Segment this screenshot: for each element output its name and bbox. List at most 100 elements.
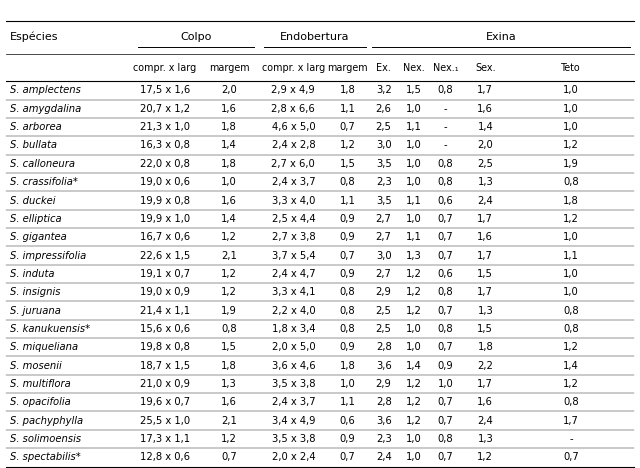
Text: 2,0: 2,0 xyxy=(221,86,237,95)
Text: S. impressifolia: S. impressifolia xyxy=(10,250,86,261)
Text: S. insignis: S. insignis xyxy=(10,287,60,297)
Text: 0,8: 0,8 xyxy=(563,397,579,407)
Text: 17,3 x 1,1: 17,3 x 1,1 xyxy=(140,434,190,444)
Text: 1,2: 1,2 xyxy=(563,140,579,151)
Text: 1,0: 1,0 xyxy=(563,104,579,114)
Text: 1,7: 1,7 xyxy=(477,379,493,389)
Text: 2,9: 2,9 xyxy=(376,379,392,389)
Text: 0,6: 0,6 xyxy=(438,269,453,279)
Text: 0,9: 0,9 xyxy=(340,434,355,444)
Text: 0,6: 0,6 xyxy=(438,196,453,205)
Text: 0,9: 0,9 xyxy=(340,269,355,279)
Text: S. multiflora: S. multiflora xyxy=(10,379,70,389)
Text: 1,8 x 3,4: 1,8 x 3,4 xyxy=(271,324,315,334)
Text: -: - xyxy=(444,104,447,114)
Text: 2,7: 2,7 xyxy=(376,232,392,242)
Text: 1,8: 1,8 xyxy=(563,196,579,205)
Text: 1,1: 1,1 xyxy=(406,122,421,132)
Text: 19,9 x 0,8: 19,9 x 0,8 xyxy=(140,196,190,205)
Text: 3,4 x 4,9: 3,4 x 4,9 xyxy=(271,416,315,426)
Text: 1,0: 1,0 xyxy=(563,122,579,132)
Text: 3,0: 3,0 xyxy=(376,140,392,151)
Text: S. duckei: S. duckei xyxy=(10,196,55,205)
Text: 1,0: 1,0 xyxy=(406,324,421,334)
Text: 1,5: 1,5 xyxy=(477,324,493,334)
Text: S. amplectens: S. amplectens xyxy=(10,86,81,95)
Text: S. crassifolia*: S. crassifolia* xyxy=(10,177,77,187)
Text: 3,5 x 3,8: 3,5 x 3,8 xyxy=(271,434,315,444)
Text: Sex.: Sex. xyxy=(475,63,495,73)
Text: 1,8: 1,8 xyxy=(221,122,237,132)
Text: 0,7: 0,7 xyxy=(438,214,453,224)
Text: 3,5: 3,5 xyxy=(376,196,392,205)
Text: 2,5: 2,5 xyxy=(477,159,493,169)
Text: 1,1: 1,1 xyxy=(340,397,356,407)
Text: 0,8: 0,8 xyxy=(563,177,579,187)
Text: 1,1: 1,1 xyxy=(563,250,579,261)
Text: 0,7: 0,7 xyxy=(221,453,237,462)
Text: 19,8 x 0,8: 19,8 x 0,8 xyxy=(140,342,189,352)
Text: 1,6: 1,6 xyxy=(221,397,237,407)
Text: 1,6: 1,6 xyxy=(221,104,237,114)
Text: 2,4: 2,4 xyxy=(477,416,493,426)
Text: 2,4 x 3,7: 2,4 x 3,7 xyxy=(271,397,315,407)
Text: 2,8: 2,8 xyxy=(376,342,392,352)
Text: 0,7: 0,7 xyxy=(438,453,453,462)
Text: S. opacifolia: S. opacifolia xyxy=(10,397,70,407)
Text: S. kanukuensis*: S. kanukuensis* xyxy=(10,324,90,334)
Text: 0,8: 0,8 xyxy=(563,306,579,315)
Text: 2,0: 2,0 xyxy=(477,140,493,151)
Text: Teto: Teto xyxy=(561,63,580,73)
Text: 0,6: 0,6 xyxy=(340,416,355,426)
Text: 0,7: 0,7 xyxy=(340,122,355,132)
Text: S. miqueliana: S. miqueliana xyxy=(10,342,77,352)
Text: 1,4: 1,4 xyxy=(406,361,421,371)
Text: 2,1: 2,1 xyxy=(221,250,237,261)
Text: 1,3: 1,3 xyxy=(221,379,237,389)
Text: 22,0 x 0,8: 22,0 x 0,8 xyxy=(140,159,189,169)
Text: 1,1: 1,1 xyxy=(406,232,421,242)
Text: 2,7: 2,7 xyxy=(376,214,392,224)
Text: 2,0 x 5,0: 2,0 x 5,0 xyxy=(271,342,315,352)
Text: 19,1 x 0,7: 19,1 x 0,7 xyxy=(140,269,190,279)
Text: 17,5 x 1,6: 17,5 x 1,6 xyxy=(140,86,190,95)
Text: 21,0 x 0,9: 21,0 x 0,9 xyxy=(140,379,190,389)
Text: 1,3: 1,3 xyxy=(477,306,493,315)
Text: 2,5 x 4,4: 2,5 x 4,4 xyxy=(271,214,315,224)
Text: S. gigantea: S. gigantea xyxy=(10,232,67,242)
Text: 19,0 x 0,9: 19,0 x 0,9 xyxy=(140,287,190,297)
Text: 1,2: 1,2 xyxy=(221,287,237,297)
Text: 1,0: 1,0 xyxy=(406,453,421,462)
Text: 0,7: 0,7 xyxy=(563,453,579,462)
Text: 3,3 x 4,1: 3,3 x 4,1 xyxy=(271,287,315,297)
Text: 2,5: 2,5 xyxy=(376,306,392,315)
Text: 2,4 x 2,8: 2,4 x 2,8 xyxy=(271,140,315,151)
Text: 1,8: 1,8 xyxy=(340,361,355,371)
Text: 1,5: 1,5 xyxy=(340,159,356,169)
Text: 16,3 x 0,8: 16,3 x 0,8 xyxy=(140,140,189,151)
Text: S. juruana: S. juruana xyxy=(10,306,60,315)
Text: 1,4: 1,4 xyxy=(477,122,493,132)
Text: 1,0: 1,0 xyxy=(563,86,579,95)
Text: 1,0: 1,0 xyxy=(221,177,237,187)
Text: compr. x larg: compr. x larg xyxy=(262,63,325,73)
Text: 0,8: 0,8 xyxy=(340,324,355,334)
Text: 1,7: 1,7 xyxy=(563,416,579,426)
Text: 2,8 x 6,6: 2,8 x 6,6 xyxy=(271,104,316,114)
Text: S. induta: S. induta xyxy=(10,269,54,279)
Text: 1,0: 1,0 xyxy=(406,104,421,114)
Text: 1,3: 1,3 xyxy=(477,177,493,187)
Text: 21,4 x 1,1: 21,4 x 1,1 xyxy=(140,306,190,315)
Text: 12,8 x 0,6: 12,8 x 0,6 xyxy=(140,453,190,462)
Text: 1,0: 1,0 xyxy=(406,177,421,187)
Text: 1,2: 1,2 xyxy=(221,434,237,444)
Text: 1,4: 1,4 xyxy=(221,140,237,151)
Text: 1,2: 1,2 xyxy=(406,287,421,297)
Text: 1,2: 1,2 xyxy=(406,416,421,426)
Text: 2,4: 2,4 xyxy=(477,196,493,205)
Text: 16,7 x 0,6: 16,7 x 0,6 xyxy=(140,232,190,242)
Text: 2,4: 2,4 xyxy=(376,453,392,462)
Text: 1,2: 1,2 xyxy=(340,140,356,151)
Text: 1,0: 1,0 xyxy=(406,342,421,352)
Text: 3,5: 3,5 xyxy=(376,159,392,169)
